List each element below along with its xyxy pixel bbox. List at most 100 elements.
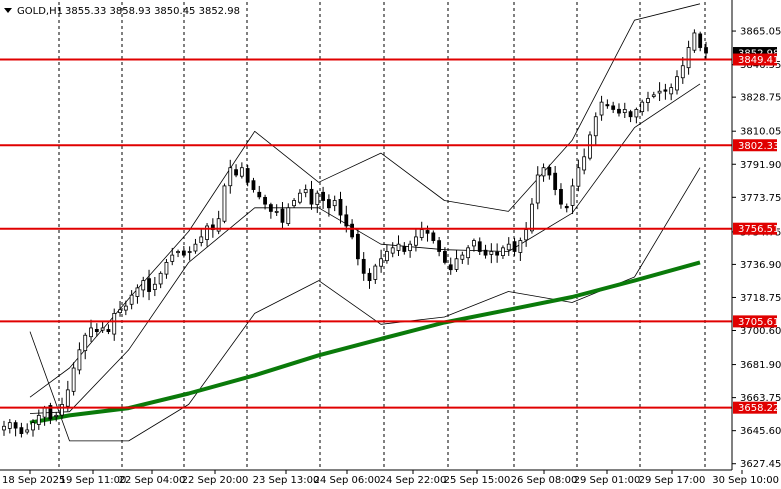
candle-body-101 [588, 134, 592, 159]
candle-body-106 [617, 108, 621, 114]
candle-body-34 [199, 236, 204, 243]
candle-body-65 [379, 258, 384, 267]
time-tick-label-4: 23 Sep 13:00 [253, 475, 320, 486]
level-tag-label-4: 3658.22 [738, 403, 779, 414]
candlesticks [2, 29, 708, 438]
bollinger-mid-line [29, 83, 701, 414]
candle-body-117 [680, 65, 685, 79]
candle-body-13 [77, 349, 82, 371]
level-tag-0 [733, 53, 777, 66]
candle-body-93 [541, 167, 546, 177]
time-tick-label-6: 24 Sep 22:00 [380, 475, 447, 486]
candle-body-71 [414, 236, 418, 246]
level-tag-label-2: 3756.51 [738, 224, 779, 235]
candle-body-52 [303, 189, 308, 194]
candle-body-50 [292, 200, 296, 207]
candle-body-33 [193, 243, 198, 252]
candle-body-31 [181, 250, 186, 256]
time-tick-label-7: 25 Sep 15:00 [444, 475, 511, 486]
candle-body-12 [71, 367, 76, 392]
candle-body-2 [13, 422, 18, 429]
candle-body-69 [402, 246, 407, 252]
candle-body-5 [31, 422, 35, 431]
candle-body-98 [570, 185, 575, 206]
candle-body-18 [106, 329, 111, 333]
candle-body-37 [216, 218, 221, 232]
price-tick-label-11: 3663.75 [740, 393, 781, 404]
symbol-label: GOLD,H1 [17, 6, 63, 17]
candle-body-76 [443, 251, 447, 263]
candle-body-26 [152, 283, 157, 290]
candle-body-19 [112, 312, 117, 335]
time-tick-label-3: 22 Sep 20:00 [182, 475, 249, 486]
candle-body-54 [315, 192, 320, 205]
time-tick-label-10: 29 Sep 17:00 [639, 475, 706, 486]
candle-body-4 [25, 429, 30, 433]
candle-body-109 [634, 109, 639, 118]
candle-body-46 [268, 204, 273, 212]
candle-body-30 [176, 251, 180, 254]
candle-body-104 [605, 104, 610, 107]
candle-body-51 [297, 192, 302, 203]
candle-body-35 [205, 225, 209, 240]
candle-body-16 [94, 329, 99, 333]
time-tick-label-1: 19 Sep 11:00 [60, 475, 127, 486]
time-tick-label-11: 30 Sep 10:00 [712, 475, 779, 486]
price-tick-label-7: 3736.90 [740, 260, 781, 271]
candle-body-40 [234, 169, 238, 176]
candle-body-24 [141, 280, 146, 291]
candle-body-63 [367, 272, 372, 282]
candle-body-49 [286, 207, 291, 225]
candle-body-22 [129, 294, 134, 305]
candle-body-81 [472, 240, 476, 247]
candle-body-48 [280, 208, 285, 223]
candle-body-42 [245, 168, 250, 183]
candle-body-20 [118, 309, 122, 313]
level-tag-4 [733, 401, 777, 414]
candle-body-11 [65, 389, 70, 407]
candle-body-23 [135, 287, 140, 297]
dropdown-arrow-icon[interactable] [4, 8, 12, 13]
candle-body-17 [100, 327, 105, 331]
price-tick-label-0: 3865.05 [740, 27, 781, 38]
chart-header: GOLD,H1 3855.33 3858.93 3850.45 3852.98 [4, 6, 240, 17]
moving-average [29, 260, 701, 425]
candle-body-77 [448, 264, 453, 271]
candle-body-110 [640, 101, 645, 113]
candle-body-3 [19, 427, 24, 434]
candle-body-15 [89, 327, 93, 338]
time-tick-label-2: 22 Sep 04:00 [119, 475, 186, 486]
candle-body-1 [7, 422, 12, 429]
candle-body-121 [704, 47, 708, 54]
candle-body-9 [54, 414, 59, 417]
candle-body-43 [251, 180, 256, 190]
level-tag-label-1: 3802.33 [738, 141, 779, 152]
ohlc-values: 3855.33 3858.93 3850.45 3852.98 [65, 6, 240, 17]
candle-body-99 [576, 167, 581, 187]
candle-body-82 [477, 241, 482, 252]
candle-body-96 [559, 189, 563, 205]
candle-body-105 [611, 105, 616, 110]
candle-body-32 [187, 251, 192, 253]
candle-body-64 [373, 265, 378, 280]
price-tick-label-1: 3846.55 [740, 60, 781, 71]
candle-body-97 [564, 205, 569, 209]
candle-body-56 [326, 199, 331, 209]
level-tag-label-0: 3849.41 [738, 55, 779, 66]
candle-body-84 [489, 251, 494, 255]
candle-body-83 [483, 249, 488, 256]
level-tag-1 [733, 139, 777, 152]
candle-body-25 [147, 278, 151, 292]
candle-body-74 [431, 232, 436, 241]
candle-body-118 [686, 47, 691, 69]
time-tick-label-5: 24 Sep 06:00 [314, 475, 381, 486]
candle-body-95 [553, 172, 558, 190]
candle-body-88 [512, 241, 517, 252]
time-tick-label-0: 18 Sep 2025 [2, 475, 65, 486]
candle-body-59 [344, 214, 349, 227]
candle-body-73 [425, 230, 430, 234]
ma-long-line [29, 260, 701, 425]
candle-body-91 [530, 203, 534, 232]
